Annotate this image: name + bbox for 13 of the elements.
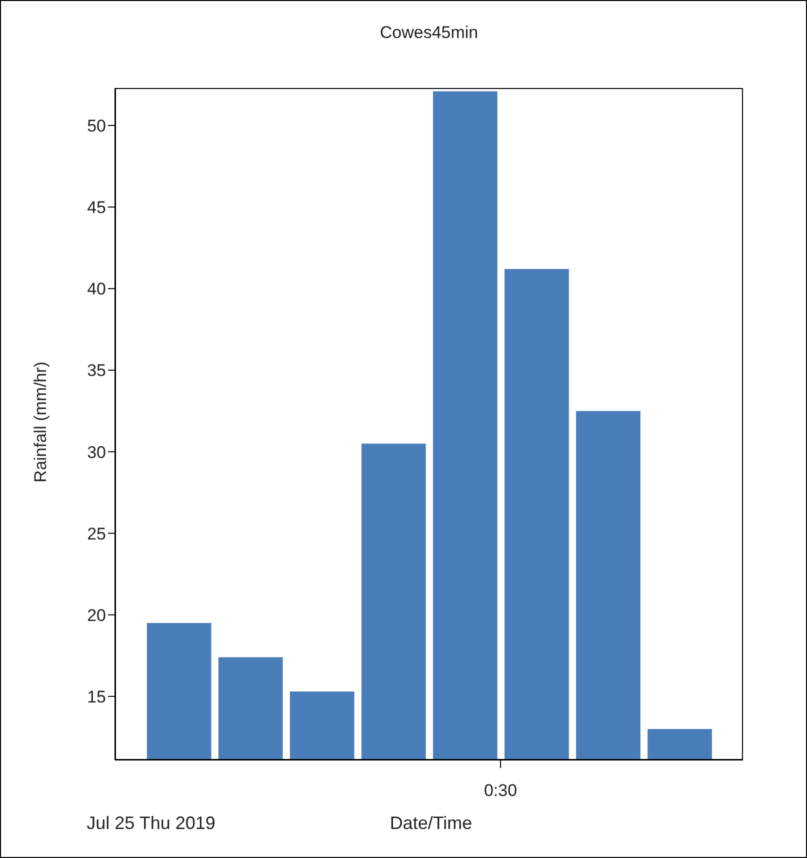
chart-title: Cowes45min xyxy=(378,23,480,43)
y-tick-label: 25 xyxy=(87,524,106,544)
x-axis-title: Date/Time xyxy=(388,813,474,834)
text: Jul 25 Thu 2019 xyxy=(86,813,216,834)
y-tick-label: 15 xyxy=(87,687,106,706)
text: 0:30 xyxy=(482,781,518,801)
y-tick-label: 45 xyxy=(87,198,106,218)
y-tick-label: 20 xyxy=(87,606,106,625)
y-tick-label: 30 xyxy=(87,442,106,462)
y-tick-label: 35 xyxy=(87,361,106,380)
y-tick-label: 50 xyxy=(87,116,106,136)
y-tick-label: 40 xyxy=(87,280,106,299)
y-axis-title: Rainfall (mm/hr) xyxy=(31,360,51,484)
